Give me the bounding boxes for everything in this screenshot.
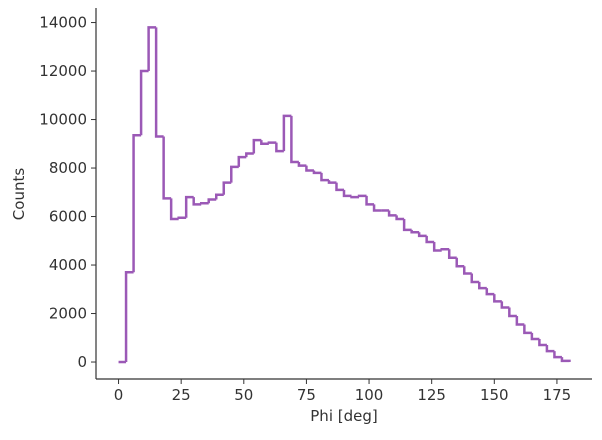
histogram-step bbox=[230, 165, 239, 183]
y-tick-label: 10000 bbox=[39, 111, 87, 129]
histogram-step bbox=[485, 288, 495, 296]
histogram-step bbox=[252, 138, 262, 154]
y-axis-label: Counts bbox=[10, 168, 28, 221]
histogram-step bbox=[523, 324, 532, 335]
histogram-step bbox=[305, 165, 314, 172]
histogram-step bbox=[132, 134, 142, 273]
histogram-step bbox=[124, 271, 134, 363]
histogram-step bbox=[372, 204, 382, 212]
histogram-step bbox=[545, 345, 555, 353]
histogram-step bbox=[357, 194, 367, 198]
x-tick-label: 175 bbox=[543, 386, 572, 404]
histogram-step bbox=[410, 229, 420, 234]
histogram-step bbox=[350, 195, 360, 199]
y-tick-label: 4000 bbox=[49, 256, 87, 274]
histogram-step bbox=[312, 170, 322, 175]
histogram-step bbox=[275, 142, 284, 153]
x-tick-label: 75 bbox=[297, 386, 316, 404]
histogram-step bbox=[500, 301, 510, 309]
histogram-step bbox=[290, 115, 299, 164]
histogram-step bbox=[560, 357, 571, 363]
histogram-step bbox=[237, 155, 247, 167]
y-tick-label: 14000 bbox=[39, 14, 87, 32]
histogram-step bbox=[177, 216, 187, 219]
histogram-step bbox=[538, 338, 547, 347]
histogram-step bbox=[327, 180, 337, 184]
histogram-step bbox=[214, 193, 224, 200]
histogram-step bbox=[147, 26, 157, 72]
histogram-step bbox=[462, 266, 472, 275]
y-tick-label: 0 bbox=[77, 353, 87, 371]
histogram-step bbox=[297, 161, 307, 167]
histogram-step bbox=[184, 195, 194, 218]
y-tick-label: 6000 bbox=[49, 208, 87, 226]
histogram-step bbox=[515, 315, 525, 326]
x-tick-label: 100 bbox=[355, 386, 384, 404]
histogram-step bbox=[493, 294, 502, 303]
histogram-step bbox=[508, 307, 517, 318]
histogram-step bbox=[478, 282, 487, 290]
histogram-step bbox=[425, 235, 435, 244]
histogram-step bbox=[154, 27, 164, 138]
histogram-step bbox=[447, 249, 457, 260]
y-tick-label: 12000 bbox=[39, 62, 87, 80]
x-tick-label: 125 bbox=[417, 386, 446, 404]
histogram-step bbox=[282, 114, 292, 152]
y-tick-label: 2000 bbox=[49, 305, 87, 323]
histogram-step bbox=[432, 241, 442, 252]
histogram-step bbox=[139, 69, 149, 136]
x-tick-label: 25 bbox=[172, 386, 191, 404]
histogram-step bbox=[387, 210, 397, 217]
histogram-step bbox=[455, 257, 465, 268]
x-axis-label: Phi [deg] bbox=[310, 407, 377, 425]
histogram-step bbox=[402, 218, 412, 232]
histogram-step bbox=[245, 152, 254, 158]
histogram-step bbox=[470, 273, 480, 284]
histogram-step bbox=[320, 172, 329, 182]
histogram-step bbox=[365, 195, 375, 206]
histogram-step bbox=[267, 141, 277, 144]
histogram-step bbox=[335, 182, 344, 192]
histogram-step bbox=[207, 198, 217, 204]
histogram-step bbox=[169, 198, 179, 221]
histogram-step bbox=[199, 201, 209, 205]
histogram-step bbox=[192, 197, 202, 206]
x-tick-label: 0 bbox=[114, 386, 124, 404]
x-tick-label: 150 bbox=[480, 386, 509, 404]
histogram-step bbox=[530, 332, 540, 341]
histogram-step bbox=[260, 140, 269, 146]
y-tick-label: 8000 bbox=[49, 159, 87, 177]
histogram-step bbox=[162, 136, 172, 200]
histogram-step bbox=[417, 232, 427, 238]
x-tick-label: 50 bbox=[234, 386, 253, 404]
histogram-step bbox=[222, 181, 232, 195]
histogram-step bbox=[342, 189, 352, 198]
histogram-step bbox=[553, 351, 562, 359]
histogram-step bbox=[395, 215, 405, 221]
histogram-step bbox=[440, 248, 450, 251]
